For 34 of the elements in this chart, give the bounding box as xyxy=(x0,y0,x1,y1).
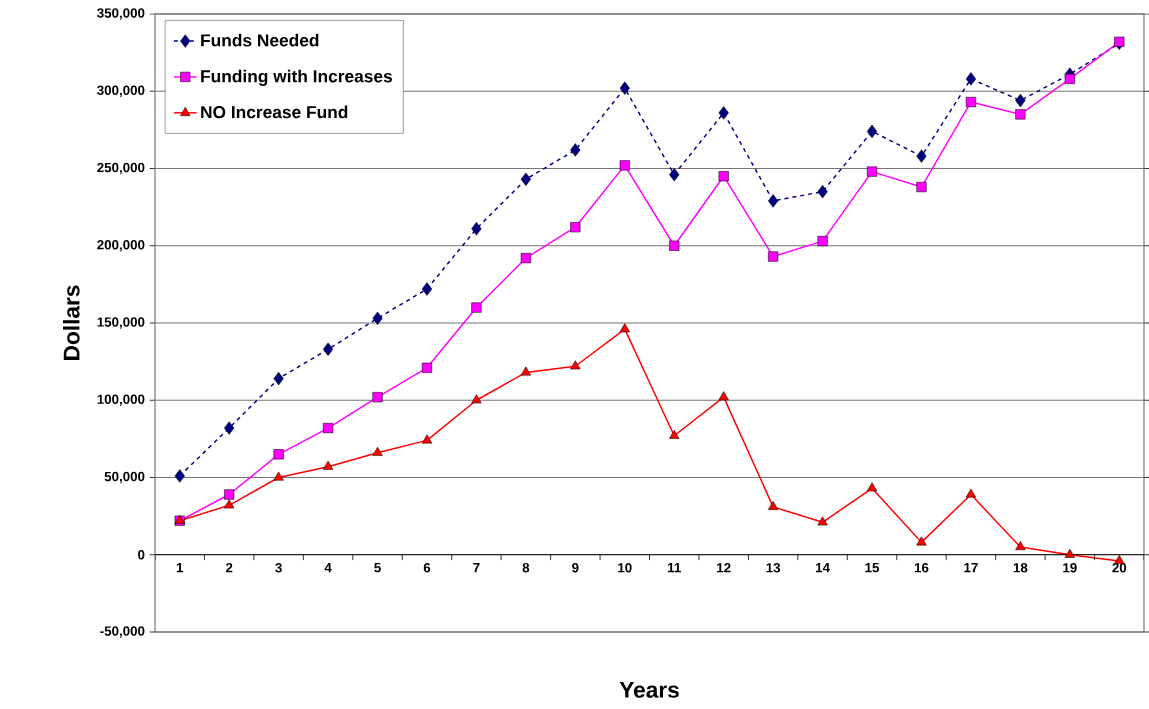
legend-label: Funding with Increases xyxy=(201,69,392,86)
x-tick-label: 7 xyxy=(473,563,480,573)
x-tick-label: 1 xyxy=(176,563,184,573)
y-tick-label: 200,000 xyxy=(97,240,145,252)
x-tick-label: 18 xyxy=(1013,563,1028,573)
x-tick-label: 13 xyxy=(766,563,781,573)
x-tick-label: 4 xyxy=(324,563,332,573)
y-tick-label: -50,000 xyxy=(100,626,145,638)
x-tick-label: 6 xyxy=(423,563,431,573)
y-tick-label: 0 xyxy=(138,550,145,560)
x-tick-label: 11 xyxy=(668,563,681,573)
x-tick-label: 16 xyxy=(914,563,929,573)
x-tick-label: 10 xyxy=(618,563,632,573)
x-tick-label: 2 xyxy=(225,563,233,573)
x-axis-title: Years xyxy=(619,682,679,698)
legend-label: Funds Needed xyxy=(201,33,319,47)
y-axis-title: Dollars xyxy=(62,285,80,360)
y-tick-label: 300,000 xyxy=(97,85,145,97)
x-tick-label: 19 xyxy=(1063,563,1077,573)
y-tick-label: 350,000 xyxy=(97,8,145,20)
y-tick-label: 50,000 xyxy=(104,471,145,484)
y-tick-label: 250,000 xyxy=(97,162,145,175)
legend-label: NO Increase Fund xyxy=(201,105,348,119)
x-tick-label: 8 xyxy=(522,563,530,573)
x-tick-label: 12 xyxy=(717,563,731,573)
y-tick-label: 100,000 xyxy=(97,394,145,406)
x-tick-label: 3 xyxy=(275,563,282,573)
x-tick-label: 5 xyxy=(374,563,381,573)
x-tick-label: 15 xyxy=(865,563,880,573)
x-tick-label: 14 xyxy=(816,563,830,573)
x-tick-label: 20 xyxy=(1112,563,1127,573)
y-tick-label: 150,000 xyxy=(97,317,145,329)
x-tick-label: 9 xyxy=(572,563,579,573)
x-tick-label: 17 xyxy=(964,563,978,573)
